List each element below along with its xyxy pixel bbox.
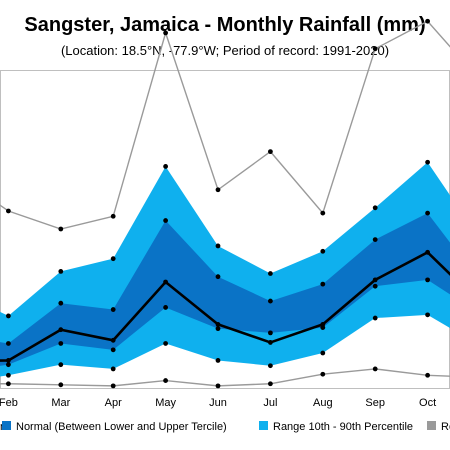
- record-high-point: [372, 46, 378, 52]
- record-high-point: [58, 226, 64, 232]
- range-lower-point: [425, 312, 430, 318]
- record-high-point: [5, 208, 11, 214]
- x-tick-label: Aug: [313, 397, 333, 409]
- range-lower-point: [5, 372, 11, 378]
- median-point: [425, 249, 430, 255]
- legend-swatch: [2, 421, 11, 430]
- normal-upper-point: [215, 274, 221, 280]
- record-high-point: [215, 187, 221, 193]
- record-low-point: [268, 381, 273, 387]
- record-low-point: [215, 383, 221, 389]
- plot-area: [0, 18, 450, 389]
- record-high-line: [0, 20, 450, 230]
- median-point: [110, 337, 116, 343]
- x-tick-label: Feb: [0, 397, 18, 409]
- x-tick-label: Sep: [365, 397, 385, 409]
- normal-lower-point: [110, 347, 116, 353]
- record-high-point: [320, 210, 326, 216]
- x-tick-label: Jul: [263, 397, 277, 409]
- x-tick-label: Oct: [419, 397, 436, 409]
- normal-upper-point: [163, 218, 169, 223]
- range-upper-point: [58, 269, 64, 274]
- median-line: [0, 250, 450, 362]
- normal-upper-point: [425, 210, 430, 216]
- range-lower-point: [215, 358, 221, 363]
- range-upper-point: [425, 159, 430, 165]
- median-point: [268, 340, 273, 345]
- range-upper-point: [110, 256, 116, 262]
- range-upper-point: [215, 243, 221, 249]
- record-low-line: [0, 368, 450, 387]
- range-lower-point: [372, 315, 378, 321]
- normal-lower-point: [58, 341, 64, 346]
- x-tick-label: Apr: [105, 397, 122, 409]
- record-high-point: [268, 149, 273, 155]
- legend-label: Record: [441, 421, 450, 433]
- normal-upper-point: [372, 237, 378, 243]
- range-lower-point: [268, 363, 273, 369]
- normal-lower-point: [215, 326, 221, 332]
- normal-lower-point: [425, 277, 430, 283]
- x-tick-label: May: [155, 397, 176, 409]
- range-upper-point: [372, 205, 378, 211]
- legend: MedianNormal (Between Lower and Upper Te…: [0, 421, 450, 433]
- x-tick-label: Jun: [209, 397, 227, 409]
- normal-upper-point: [110, 307, 116, 312]
- record-low-point: [320, 371, 326, 377]
- normal-upper-point: [58, 300, 64, 306]
- range-upper-point: [268, 271, 273, 276]
- record-low-point: [163, 378, 169, 383]
- record-low-point: [5, 381, 11, 387]
- record-low-point: [58, 382, 64, 388]
- median-point: [58, 327, 64, 333]
- record-high-point: [110, 213, 116, 219]
- chart-title: Sangster, Jamaica - Monthly Rainfall (mm…: [24, 14, 426, 36]
- range-lower-point: [110, 366, 116, 372]
- range-lower-point: [320, 350, 326, 356]
- x-axis: Feb Mar Apr May Jun Jul Aug Sep Oct: [0, 397, 436, 409]
- legend-swatch: [427, 421, 436, 430]
- median-point: [372, 277, 378, 283]
- range-lower-point: [58, 362, 64, 368]
- range-upper-point: [320, 248, 326, 254]
- record-high-point: [425, 18, 430, 24]
- normal-lower-point: [5, 362, 11, 368]
- normal-upper-point: [5, 341, 11, 346]
- range-lower-point: [163, 341, 169, 346]
- legend-swatch: [259, 421, 268, 430]
- range-upper-point: [163, 164, 169, 169]
- record-high-point: [163, 30, 169, 36]
- x-tick-label: Mar: [51, 397, 70, 409]
- normal-band: [0, 213, 450, 366]
- legend-label: Normal (Between Lower and Upper Tercile): [16, 421, 227, 433]
- record-low-point: [110, 383, 116, 389]
- median-point: [320, 322, 326, 327]
- normal-lower-point: [372, 283, 378, 289]
- median-point: [215, 322, 221, 327]
- chart-subtitle: (Location: 18.5°N, -77.9°W; Period of re…: [60, 43, 390, 58]
- legend-label: Range 10th - 90th Percentile: [273, 421, 413, 433]
- median-point: [163, 279, 169, 285]
- median-point: [5, 358, 11, 363]
- range-upper-point: [5, 313, 11, 319]
- normal-lower-point: [163, 305, 169, 310]
- normal-lower-point: [268, 330, 273, 336]
- record-low-point: [372, 366, 378, 372]
- normal-upper-point: [320, 281, 326, 287]
- record-low-point: [425, 372, 430, 378]
- normal-upper-point: [268, 298, 273, 304]
